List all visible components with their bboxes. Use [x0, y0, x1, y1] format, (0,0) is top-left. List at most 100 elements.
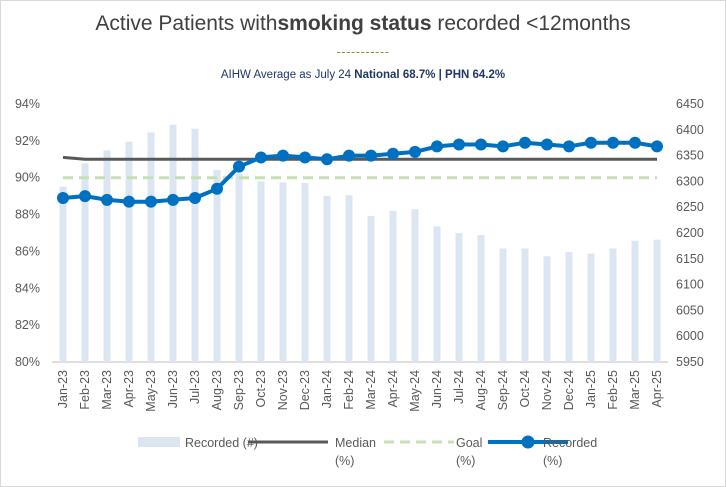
marker-recorded-pct: [167, 193, 179, 206]
marker-recorded-pct: [123, 195, 135, 208]
bar-recorded-count: [147, 132, 155, 362]
x-tick-label: Nov-23: [276, 370, 290, 410]
y-right-tick-label: 6200: [676, 226, 704, 240]
bar-recorded-count: [609, 248, 617, 362]
subtitle-bold: National 68.7% | PHN 64.2%: [354, 69, 506, 81]
marker-recorded-pct: [629, 136, 641, 149]
y-left-tick-label: 82%: [15, 318, 40, 332]
marker-recorded-pct: [365, 149, 377, 162]
title-prefix: Active Patients with: [95, 12, 278, 35]
bar-recorded-count: [653, 239, 661, 362]
y-right-tick-label: 6250: [676, 200, 704, 214]
x-tick-label: Feb-25: [606, 370, 620, 410]
legend-label: Median: [335, 436, 376, 450]
bar-recorded-count: [235, 173, 243, 362]
chart-title: Active Patients withsmoking status recor…: [0, 12, 726, 36]
series-line-median: [62, 155, 657, 161]
bar-recorded-count: [257, 181, 265, 362]
bar-recorded-count: [565, 252, 573, 362]
marker-recorded-pct: [431, 140, 443, 153]
x-tick-label: Jan-24: [320, 370, 334, 408]
bar-recorded-count: [587, 253, 595, 362]
marker-recorded-pct: [497, 140, 509, 153]
y-right-tick-label: 6450: [676, 97, 704, 111]
x-tick-label: Nov-24: [540, 370, 554, 410]
x-tick-label: Dec-24: [562, 370, 576, 410]
marker-recorded-pct: [101, 193, 113, 206]
bar-recorded-count: [323, 195, 331, 362]
bar-recorded-count: [191, 128, 199, 362]
y-left-tick-label: 90%: [15, 171, 40, 185]
marker-recorded-pct: [299, 151, 311, 164]
chart-subtitle: AIHW Average as July 24 National 68.7% |…: [0, 69, 726, 81]
x-tick-label: Apr-25: [650, 370, 664, 408]
x-tick-label: Jan-25: [584, 370, 598, 408]
bar-recorded-count: [125, 141, 133, 362]
bar-recorded-count: [543, 256, 551, 362]
legend-label-unit: (%): [335, 454, 354, 468]
x-tick-label: Dec-23: [298, 370, 312, 410]
marker-recorded-pct: [387, 147, 399, 160]
x-tick-label: Aug-23: [210, 370, 224, 410]
marker-recorded-pct: [189, 191, 201, 204]
y-left-tick-label: 84%: [15, 281, 40, 295]
bar-recorded-count: [213, 170, 221, 362]
x-tick-label: Jun-24: [430, 370, 444, 408]
x-tick-label: Apr-24: [386, 370, 400, 408]
marker-recorded-pct: [211, 182, 223, 195]
x-tick-label: Oct-23: [254, 370, 268, 408]
x-tick-label: Feb-23: [78, 370, 92, 410]
marker-recorded-pct: [563, 140, 575, 153]
legend-swatch-bar: [138, 437, 180, 447]
bar-recorded-count: [345, 195, 353, 362]
x-tick-label: Mar-25: [628, 370, 642, 410]
legend-label-unit: (%): [543, 454, 562, 468]
x-tick-label: Aug-24: [474, 370, 488, 410]
x-tick-label: Feb-24: [342, 370, 356, 410]
bar-recorded-count: [631, 240, 639, 362]
x-tick-label: Jun-23: [166, 370, 180, 408]
marker-recorded-pct: [541, 138, 553, 151]
y-right-tick-label: 6300: [676, 174, 704, 188]
y-left-tick-label: 86%: [15, 244, 40, 258]
marker-recorded-pct: [607, 136, 619, 149]
legend-label: Goal: [456, 436, 482, 450]
x-tick-label: Mar-24: [364, 370, 378, 410]
bar-recorded-count: [81, 163, 89, 362]
y-left-tick-label: 92%: [15, 134, 40, 148]
x-tick-label: Jan-23: [56, 370, 70, 408]
x-tick-label: Jul-24: [452, 370, 466, 404]
marker-recorded-pct: [321, 153, 333, 166]
bar-recorded-count: [169, 124, 177, 362]
marker-recorded-pct: [343, 149, 355, 162]
bar-recorded-count: [411, 209, 419, 362]
bar-recorded-count: [477, 235, 485, 362]
x-tick-label: Jul-23: [188, 370, 202, 404]
y-left-tick-label: 80%: [15, 355, 40, 369]
y-right-tick-label: 6000: [676, 329, 704, 343]
bar-recorded-count: [301, 182, 309, 362]
bar-recorded-count: [279, 182, 287, 362]
marker-recorded-pct: [255, 151, 267, 164]
legend-label: Recorded: [543, 436, 597, 450]
y-left-tick-label: 94%: [15, 97, 40, 111]
x-tick-label: Apr-23: [122, 370, 136, 408]
marker-recorded-pct: [651, 140, 663, 153]
marker-recorded-pct: [409, 145, 421, 158]
title-bold: smoking status: [277, 12, 432, 35]
marker-recorded-pct: [57, 191, 69, 204]
marker-recorded-pct: [475, 138, 487, 151]
x-tick-label: Oct-24: [518, 370, 532, 408]
legend-label: Recorded (#): [185, 436, 258, 450]
y-right-tick-label: 6150: [676, 252, 704, 266]
legend-label-unit: (%): [456, 454, 475, 468]
x-tick-label: Mar-23: [100, 370, 114, 410]
series-line-recorded: [62, 140, 658, 204]
marker-recorded-pct: [145, 195, 157, 208]
bar-recorded-count: [389, 210, 397, 362]
y-right-tick-label: 5950: [676, 355, 704, 369]
bar-recorded-count: [433, 226, 441, 362]
y-right-tick-label: 6050: [676, 303, 704, 317]
